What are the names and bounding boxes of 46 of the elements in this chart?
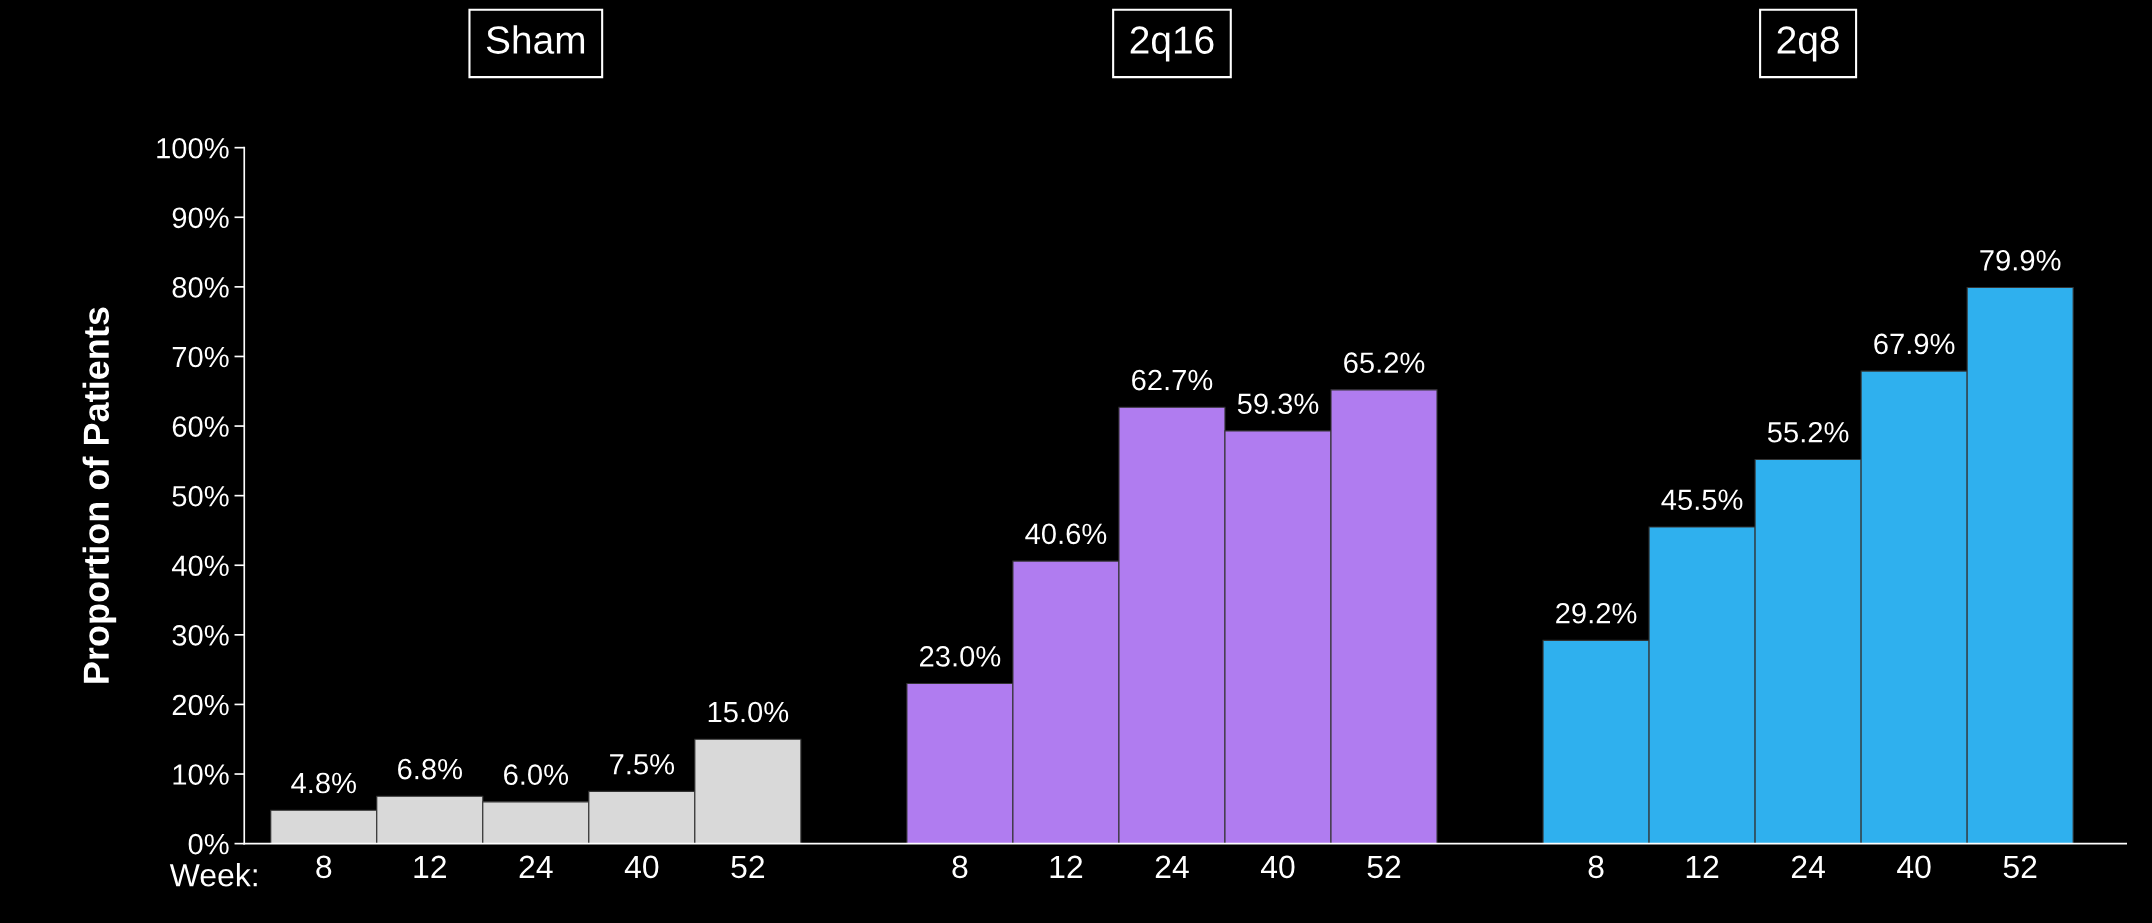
y-tick-label: 80% — [172, 277, 229, 298]
y-tick-label: 10% — [173, 764, 229, 785]
x-tick-label: 40 — [1260, 855, 1295, 879]
y-tick-label: 90% — [172, 207, 229, 229]
x-tick-label: 8 — [316, 855, 332, 879]
x-tick-label: 24 — [519, 855, 553, 878]
x-tick-label: 52 — [1367, 855, 1401, 879]
x-tick-label: 40 — [624, 855, 659, 879]
data-label: 45.5% — [1661, 489, 1743, 511]
data-label: 65.2% — [1344, 352, 1425, 373]
data-label: 23.0% — [920, 646, 1001, 667]
data-label: 62.7% — [1132, 369, 1213, 391]
data-label: 15.0% — [708, 701, 789, 723]
y-tick-label: 0% — [188, 833, 229, 855]
y-tick-label: 70% — [172, 346, 229, 368]
data-label: 55.2% — [1767, 421, 1849, 443]
x-tick-label: 12 — [414, 855, 446, 878]
x-tick-label: 8 — [1588, 855, 1604, 879]
text: 2q16 — [1130, 26, 1214, 62]
data-label: 40.6% — [1025, 523, 1107, 545]
x-tick-label: 52 — [2003, 855, 2037, 879]
y-tick-label: 60% — [172, 416, 229, 437]
y-tick-label: 100% — [157, 137, 229, 159]
x-tick-label: 12 — [1686, 855, 1719, 878]
y-tick-label: 20% — [172, 694, 229, 716]
data-label: 7.5% — [610, 754, 675, 775]
data-label: 4.8% — [291, 772, 356, 794]
data-label: 59.3% — [1237, 393, 1319, 415]
text: Sham — [486, 25, 585, 54]
x-tick-label: 52 — [731, 855, 765, 879]
x-tick-label: 24 — [1155, 855, 1189, 878]
data-label: 67.9% — [1874, 333, 1955, 355]
y-tick-label: 40% — [171, 555, 229, 577]
x-tick-label: 40 — [1897, 855, 1931, 879]
x-tick-label: 8 — [952, 855, 968, 879]
y-tick-label: 50% — [172, 485, 229, 507]
y-tick-label: 30% — [172, 625, 229, 646]
y-axis-title: Proportion of Patients — [82, 307, 117, 683]
text: 2q8 — [1777, 26, 1839, 62]
data-label: 79.9% — [1980, 250, 2061, 271]
data-label: 6.8% — [398, 758, 462, 780]
text: Week: — [169, 863, 257, 887]
data-label: 6.0% — [504, 764, 569, 785]
data-label: 29.2% — [1556, 602, 1637, 624]
x-tick-label: 12 — [1050, 855, 1083, 878]
x-tick-label: 24 — [1791, 855, 1825, 878]
